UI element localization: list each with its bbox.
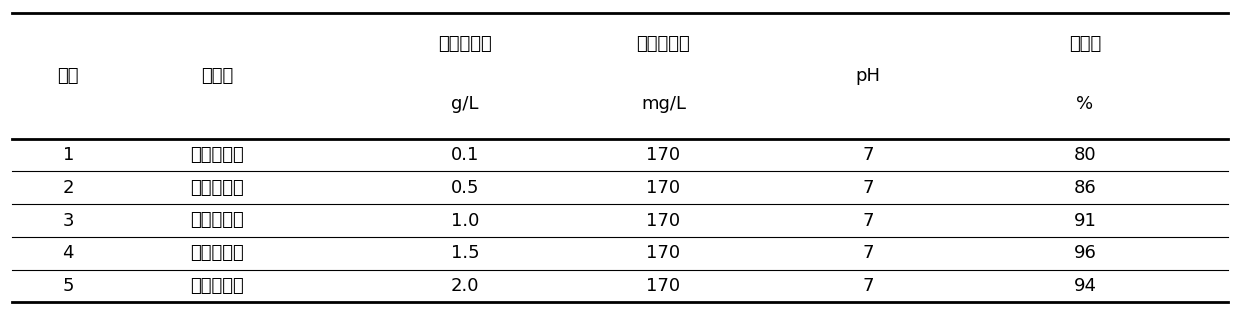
Text: 7: 7 (862, 146, 874, 164)
Text: 1.5: 1.5 (450, 244, 480, 262)
Text: 5: 5 (62, 277, 74, 295)
Text: 170: 170 (646, 244, 681, 262)
Text: 1.0: 1.0 (451, 211, 479, 230)
Text: 7: 7 (862, 211, 874, 230)
Text: 7: 7 (862, 244, 874, 262)
Text: 反应物: 反应物 (201, 66, 233, 85)
Text: 4: 4 (62, 244, 74, 262)
Text: 96: 96 (1074, 244, 1096, 262)
Text: 170: 170 (646, 146, 681, 164)
Text: 91: 91 (1074, 211, 1096, 230)
Text: 7: 7 (862, 277, 874, 295)
Text: 还原剂浓度: 还原剂浓度 (636, 35, 691, 53)
Text: 转化率: 转化率 (1069, 35, 1101, 53)
Text: g/L: g/L (451, 95, 479, 113)
Text: 0.1: 0.1 (451, 146, 479, 164)
Text: 80: 80 (1074, 146, 1096, 164)
Text: 间二硝基苯: 间二硝基苯 (190, 244, 244, 262)
Text: %: % (1076, 95, 1094, 113)
Text: mg/L: mg/L (641, 95, 686, 113)
Text: 间二硝基苯: 间二硝基苯 (190, 277, 244, 295)
Text: 170: 170 (646, 277, 681, 295)
Text: 2: 2 (62, 179, 74, 197)
Text: pH: pH (856, 66, 880, 85)
Text: 7: 7 (862, 179, 874, 197)
Text: 3: 3 (62, 211, 74, 230)
Text: 94: 94 (1074, 277, 1096, 295)
Text: 1: 1 (62, 146, 74, 164)
Text: 170: 170 (646, 211, 681, 230)
Text: 序号: 序号 (57, 66, 79, 85)
Text: 170: 170 (646, 179, 681, 197)
Text: 0.5: 0.5 (451, 179, 479, 197)
Text: 86: 86 (1074, 179, 1096, 197)
Text: 2.0: 2.0 (451, 277, 479, 295)
Text: 间二硝基苯: 间二硝基苯 (190, 146, 244, 164)
Text: 间二硝基苯: 间二硝基苯 (190, 211, 244, 230)
Text: 间二硝基苯: 间二硝基苯 (190, 179, 244, 197)
Text: 催化剂浓度: 催化剂浓度 (438, 35, 492, 53)
